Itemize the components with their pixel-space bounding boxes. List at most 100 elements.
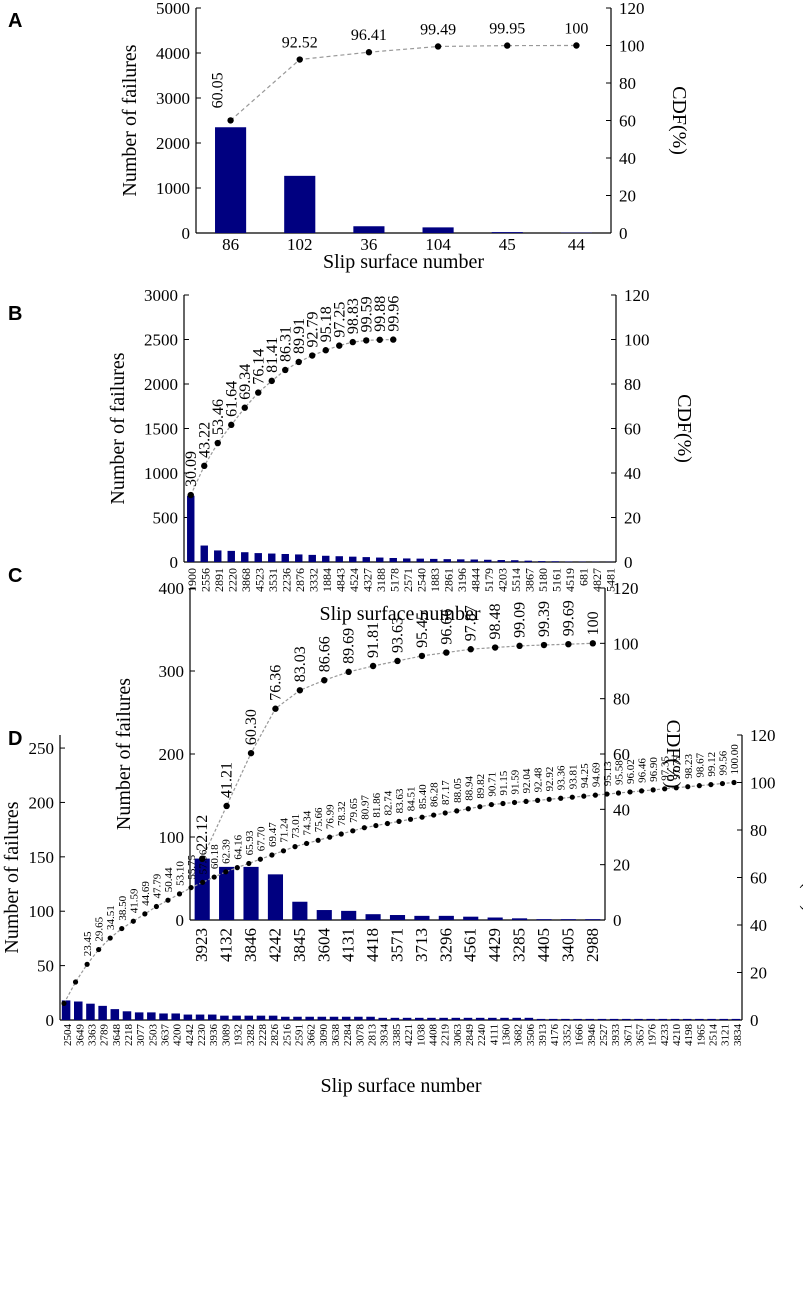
cdf-marker (407, 816, 414, 822)
y-tick-label: 1000 (144, 464, 178, 483)
x-tick-label: 1883 (428, 568, 442, 592)
y2-tick-label: 100 (750, 774, 776, 793)
bar (415, 1017, 424, 1020)
bar (536, 919, 552, 920)
cdf-label: 81.86 (371, 792, 383, 817)
cdf-label: 99.95 (489, 21, 525, 38)
x-tick-label: 3121 (720, 1024, 732, 1046)
cdf-label: 53.46 (210, 399, 227, 435)
y2-tick-label: 40 (624, 464, 641, 483)
bar (439, 1017, 448, 1020)
x-tick-label: 4210 (671, 1024, 683, 1047)
cdf-marker (442, 810, 448, 816)
y-axis-title: Number of failures (107, 352, 129, 504)
x-tick-label: 2503 (147, 1024, 159, 1047)
y-tick-label: 3000 (144, 286, 178, 305)
cdf-label: 57.96 (198, 849, 210, 874)
x-tick-label: 2849 (464, 1024, 476, 1047)
bar (561, 1018, 570, 1020)
bar (254, 553, 262, 562)
cdf-label: 95.18 (318, 306, 335, 342)
bar (438, 915, 454, 920)
x-tick-label: 5161 (549, 568, 563, 592)
x-tick-label: 3934 (379, 1024, 391, 1047)
cdf-label: 61.64 (223, 381, 240, 417)
x-tick-label: 86 (222, 235, 239, 254)
cdf-marker (336, 342, 343, 349)
cdf-marker (350, 828, 356, 834)
x-tick-label: 4405 (534, 928, 553, 962)
cdf-marker (315, 837, 321, 843)
bar (443, 559, 451, 562)
cdf-label: 86.31 (277, 326, 294, 362)
bar (183, 1014, 193, 1020)
x-tick-label: 4242 (184, 1024, 196, 1046)
cdf-label: 90.71 (486, 772, 498, 797)
cdf-marker (223, 802, 230, 810)
x-tick-label: 3571 (388, 928, 407, 962)
cdf-marker (523, 798, 529, 805)
cdf-marker (165, 897, 171, 903)
cdf-label: 38.50 (117, 895, 129, 920)
y-tick-label: 1500 (144, 420, 178, 439)
bar (414, 915, 430, 920)
x-tick-label: 3188 (374, 568, 388, 592)
bar (281, 553, 289, 562)
cdf-marker (296, 687, 304, 694)
cdf-label: 100 (585, 611, 602, 635)
panel-letter: A (8, 10, 22, 32)
cdf-label: 97.79 (671, 754, 683, 779)
bar (244, 1015, 254, 1020)
cdf-marker (327, 834, 333, 840)
cdf-marker (296, 56, 303, 63)
x-tick-label: 2556 (198, 568, 212, 592)
y2-tick-label: 80 (624, 375, 641, 394)
bar (597, 1018, 607, 1020)
y-tick-label: 400 (159, 579, 185, 598)
x-tick-label: 2789 (99, 1024, 111, 1047)
cdf-marker (504, 42, 511, 49)
x-axis-title: Slip surface number (323, 251, 484, 273)
cdf-label: 97.35 (660, 756, 672, 781)
cdf-marker (443, 649, 450, 656)
y-tick-label: 200 (159, 745, 185, 764)
cdf-marker (361, 825, 367, 831)
cdf-marker (255, 389, 262, 396)
cdf-line (63, 781, 735, 1004)
bar (403, 558, 411, 562)
bar (353, 226, 385, 233)
cdf-label: 53.10 (175, 861, 187, 886)
cdf-marker (454, 808, 460, 814)
x-tick-label: 5180 (536, 568, 550, 592)
cdf-marker (500, 800, 506, 807)
cdf-label: 79.65 (348, 798, 360, 823)
x-tick-label: 2218 (123, 1024, 135, 1047)
bar (308, 554, 316, 562)
cdf-marker (272, 705, 279, 712)
x-tick-label: 4132 (217, 928, 236, 962)
x-axis-title: Slip surface number (320, 1075, 481, 1097)
x-tick-label: 4200 (172, 1024, 184, 1047)
bar (524, 1017, 534, 1020)
x-tick-label: 4561 (461, 928, 480, 962)
cdf-marker (211, 874, 217, 880)
x-tick-label: 3868 (239, 568, 253, 592)
bar (341, 1016, 351, 1020)
cdf-marker (199, 855, 206, 863)
bar (484, 559, 492, 562)
cdf-marker (627, 789, 633, 795)
cdf-label: 67.70 (255, 826, 267, 851)
bar (362, 557, 370, 562)
cdf-marker (269, 852, 275, 858)
y-tick-label: 2000 (144, 375, 178, 394)
cdf-label: 73.01 (290, 814, 302, 839)
cdf-label: 76.99 (325, 804, 337, 829)
cdf-label: 98.83 (345, 298, 362, 334)
y2-axis-title: CDF(%) (662, 720, 684, 789)
cdf-line (201, 642, 593, 860)
y2-tick-label: 40 (750, 916, 767, 935)
cdf-label: 30.09 (183, 451, 200, 487)
x-tick-label: 5514 (509, 568, 523, 592)
cdf-marker (214, 439, 221, 447)
